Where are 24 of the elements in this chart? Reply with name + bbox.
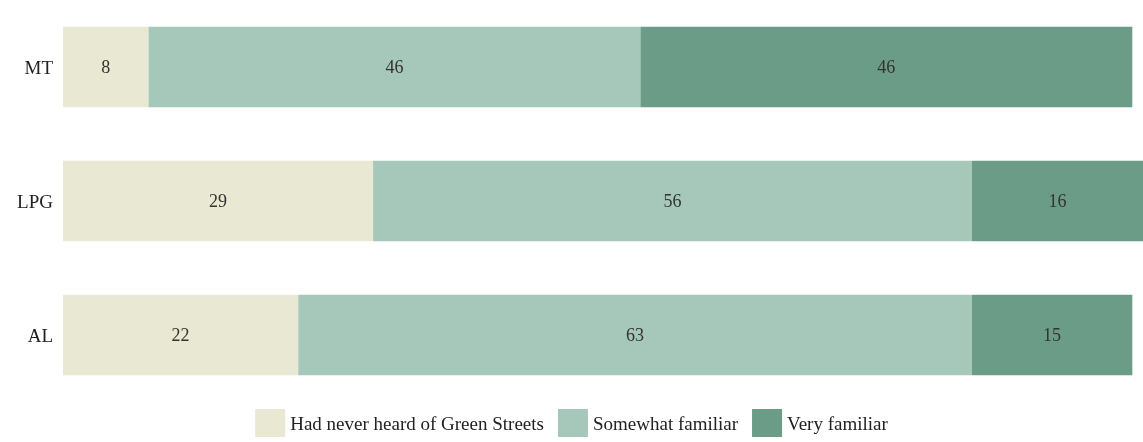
bar [373, 160, 972, 242]
legend-label: Had never heard of Green Streets [290, 412, 544, 434]
data-label: 63 [626, 325, 645, 345]
bar [971, 160, 1143, 242]
y-tick-label: AL [27, 324, 53, 346]
y-tick-label: MT [24, 56, 54, 78]
bar [971, 294, 1133, 376]
data-label: 16 [1048, 191, 1067, 211]
y-tick-label: LPG [17, 190, 54, 212]
legend-label: Very familiar [787, 412, 889, 434]
legend-label: Somewhat familiar [592, 412, 739, 434]
data-label: 46 [877, 57, 896, 77]
data-label: 15 [1043, 325, 1062, 345]
data-label: 8 [101, 57, 111, 77]
bar [63, 294, 299, 376]
data-label: 29 [209, 191, 228, 211]
bar [63, 26, 149, 108]
bar [148, 26, 641, 108]
data-label: 22 [171, 325, 190, 345]
bar [298, 294, 972, 376]
data-label: 46 [385, 57, 404, 77]
bar [640, 26, 1133, 108]
bar [63, 160, 374, 242]
data-label: 56 [663, 191, 682, 211]
